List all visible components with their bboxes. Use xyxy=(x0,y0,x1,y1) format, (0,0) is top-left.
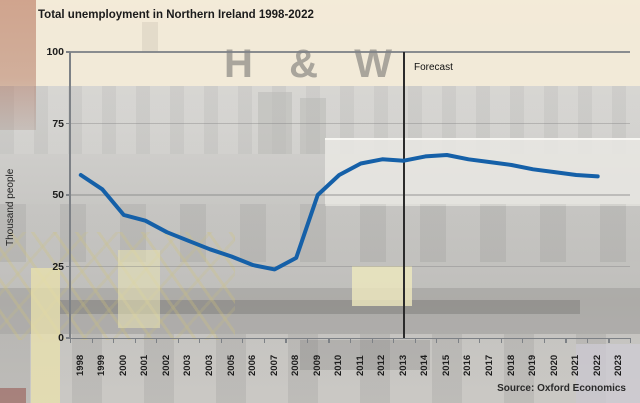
x-tick-label: 2012 xyxy=(376,354,388,376)
x-tick-label: 2008 xyxy=(290,354,302,376)
source-credit: Source: Oxford Economics xyxy=(497,383,626,394)
y-axis-line xyxy=(69,52,71,338)
x-axis-tick xyxy=(500,339,502,343)
x-axis-tick xyxy=(630,339,632,343)
x-tick-label: 2015 xyxy=(440,354,452,376)
x-tick-label: 2001 xyxy=(139,354,151,376)
x-axis-tick xyxy=(565,339,567,343)
x-axis-tick xyxy=(543,339,546,343)
x-tick-label: 2021 xyxy=(570,354,582,376)
x-axis-tick xyxy=(608,339,610,343)
y-tick-label: 0 xyxy=(58,332,64,344)
y-gridline xyxy=(70,51,630,53)
x-tick-label: 2002 xyxy=(160,354,172,376)
chart-title: Total unemployment in Northern Ireland 1… xyxy=(38,9,314,21)
x-tick-label: 2023 xyxy=(613,354,625,376)
background-shadow-patch xyxy=(300,340,430,370)
background-brick-building xyxy=(0,0,36,130)
sky-band xyxy=(0,0,640,86)
forecast-label: Forecast xyxy=(414,62,453,73)
background-dock-shadow xyxy=(60,300,580,314)
y-gridline xyxy=(70,122,630,125)
x-axis-tick xyxy=(457,339,459,343)
x-axis-line xyxy=(69,337,631,340)
x-tick-label: 2014 xyxy=(419,354,431,376)
x-tick-label: 1999 xyxy=(96,354,108,376)
x-axis-tick xyxy=(522,339,524,343)
x-axis-tick xyxy=(91,339,93,343)
x-tick-label: 2006 xyxy=(247,354,259,376)
x-tick-label: 2007 xyxy=(268,354,280,376)
x-axis-tick xyxy=(350,339,352,343)
x-axis-tick xyxy=(263,339,266,343)
y-axis-tick xyxy=(66,265,70,268)
hw-letter-h: H xyxy=(224,42,253,86)
x-tick-label: 2010 xyxy=(333,354,345,376)
x-axis-tick xyxy=(393,339,395,343)
background-crane-leg xyxy=(142,22,158,52)
x-axis-tick xyxy=(242,339,244,343)
x-tick-label: 2003 xyxy=(204,354,215,376)
x-tick-label: 2018 xyxy=(505,354,517,376)
y-axis-tick xyxy=(66,337,70,339)
x-tick-label: 2019 xyxy=(527,354,539,376)
background-dock xyxy=(0,288,640,334)
x-axis-tick xyxy=(436,339,438,343)
x-axis-tick xyxy=(371,339,373,343)
y-tick-label: 75 xyxy=(52,117,64,130)
hw-letter-w: W xyxy=(354,42,392,86)
x-tick-label: 2009 xyxy=(311,354,323,376)
hw-crane-watermark: H & W xyxy=(224,44,392,84)
x-axis-tick xyxy=(479,339,481,343)
y-gridline xyxy=(70,194,630,196)
x-tick-label: 2003 xyxy=(182,354,194,376)
x-axis-tick xyxy=(285,339,287,343)
y-gridline xyxy=(70,265,630,268)
forecast-divider-line xyxy=(403,52,405,338)
x-axis-tick xyxy=(414,339,416,343)
y-axis-tick xyxy=(66,194,70,196)
background-yellow-structure xyxy=(352,266,412,306)
background-red-container xyxy=(0,388,26,403)
x-tick-label: 1998 xyxy=(74,354,86,376)
x-tick-label: 2013 xyxy=(397,354,409,376)
background-tower xyxy=(300,98,326,154)
x-axis-tick xyxy=(134,339,136,343)
y-axis-title: Thousand people xyxy=(5,168,16,246)
background-crane-column xyxy=(31,268,60,403)
x-tick-label: 2016 xyxy=(462,354,474,376)
x-axis-tick xyxy=(220,339,222,343)
y-tick-label: 50 xyxy=(52,189,64,201)
x-tick-label: 2017 xyxy=(484,354,495,376)
x-tick-label: 2020 xyxy=(548,354,560,376)
x-axis-tick xyxy=(70,339,72,343)
x-axis-tick xyxy=(306,339,309,343)
y-axis-tick xyxy=(66,51,70,53)
x-axis-tick xyxy=(586,339,589,343)
x-axis-tick xyxy=(113,339,115,343)
hw-letter-amp: & xyxy=(289,42,318,86)
x-tick-label: 2022 xyxy=(591,354,603,376)
y-tick-label: 25 xyxy=(52,260,64,273)
x-axis-tick xyxy=(177,339,179,343)
x-axis-tick xyxy=(156,339,158,343)
background-quay xyxy=(0,334,640,403)
x-axis-tick xyxy=(328,339,330,343)
y-tick-label: 100 xyxy=(46,46,64,58)
y-axis-tick xyxy=(66,122,70,125)
x-tick-label: 2011 xyxy=(354,355,366,376)
x-tick-label: 2005 xyxy=(225,354,237,376)
background-corner-building xyxy=(576,344,640,403)
background-tower xyxy=(258,92,292,154)
x-tick-label: 2000 xyxy=(117,354,129,376)
x-axis-tick xyxy=(199,339,201,343)
